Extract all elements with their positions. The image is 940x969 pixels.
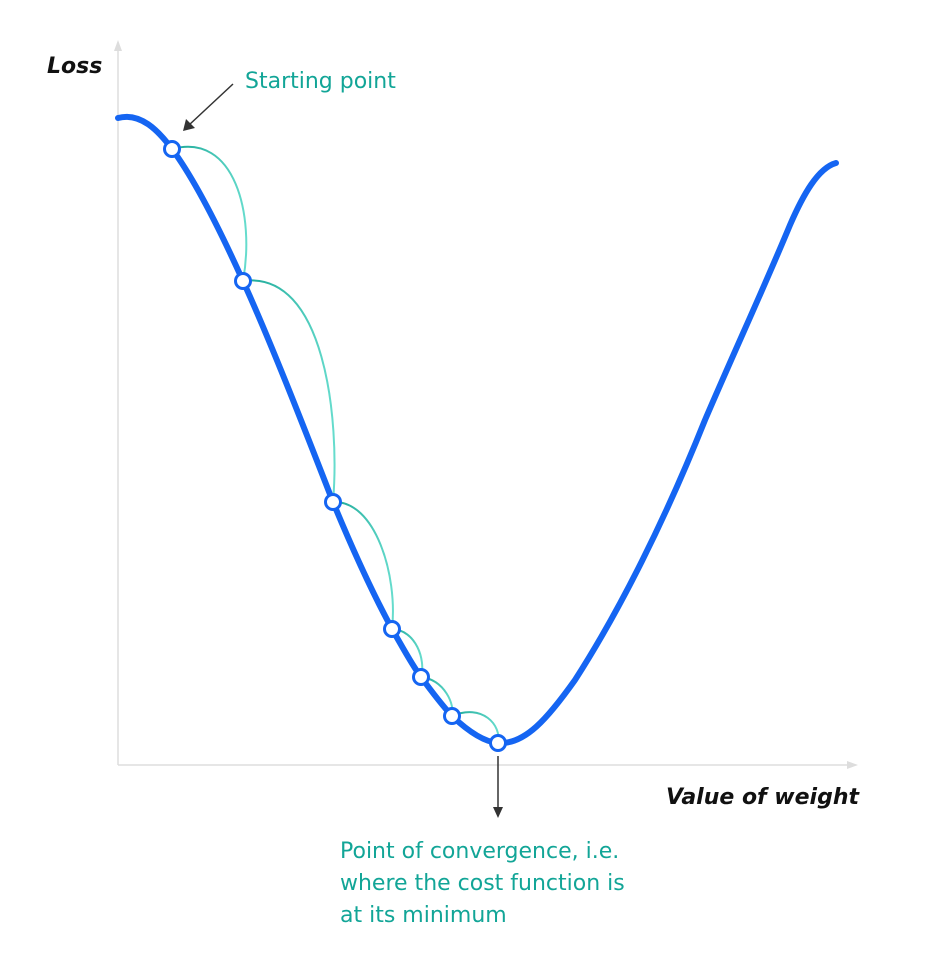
step-point-3 [324,493,342,511]
step-point-6 [443,707,461,725]
x-axis-label: Value of weight [666,785,860,810]
start-pointer-arrow [188,83,234,126]
y-axis-arrowhead [114,40,122,51]
start-pointer-arrowhead [183,119,195,131]
x-axis-arrowhead [847,761,858,769]
convergence-label: Point of convergence, i.e. where the cos… [340,836,625,932]
starting-point-label: Starting point [245,69,396,94]
step-arc-3 [332,500,394,630]
convergence-label-line-1: Point of convergence, i.e. [340,839,620,864]
step-points [163,140,507,752]
step-arc-2 [242,279,336,503]
loss-curve [115,113,839,747]
step-arc-1 [171,145,248,282]
convergence-label-line-3: at its minimum [340,903,507,928]
y-axis-label: Loss [47,54,103,79]
step-point-minimum [489,734,507,752]
step-point-start [163,140,181,158]
step-point-5 [412,668,430,686]
step-point-2 [234,272,252,290]
step-point-4 [383,620,401,638]
convergence-pointer-arrowhead [493,807,503,818]
convergence-label-line-2: where the cost function is [340,871,625,896]
